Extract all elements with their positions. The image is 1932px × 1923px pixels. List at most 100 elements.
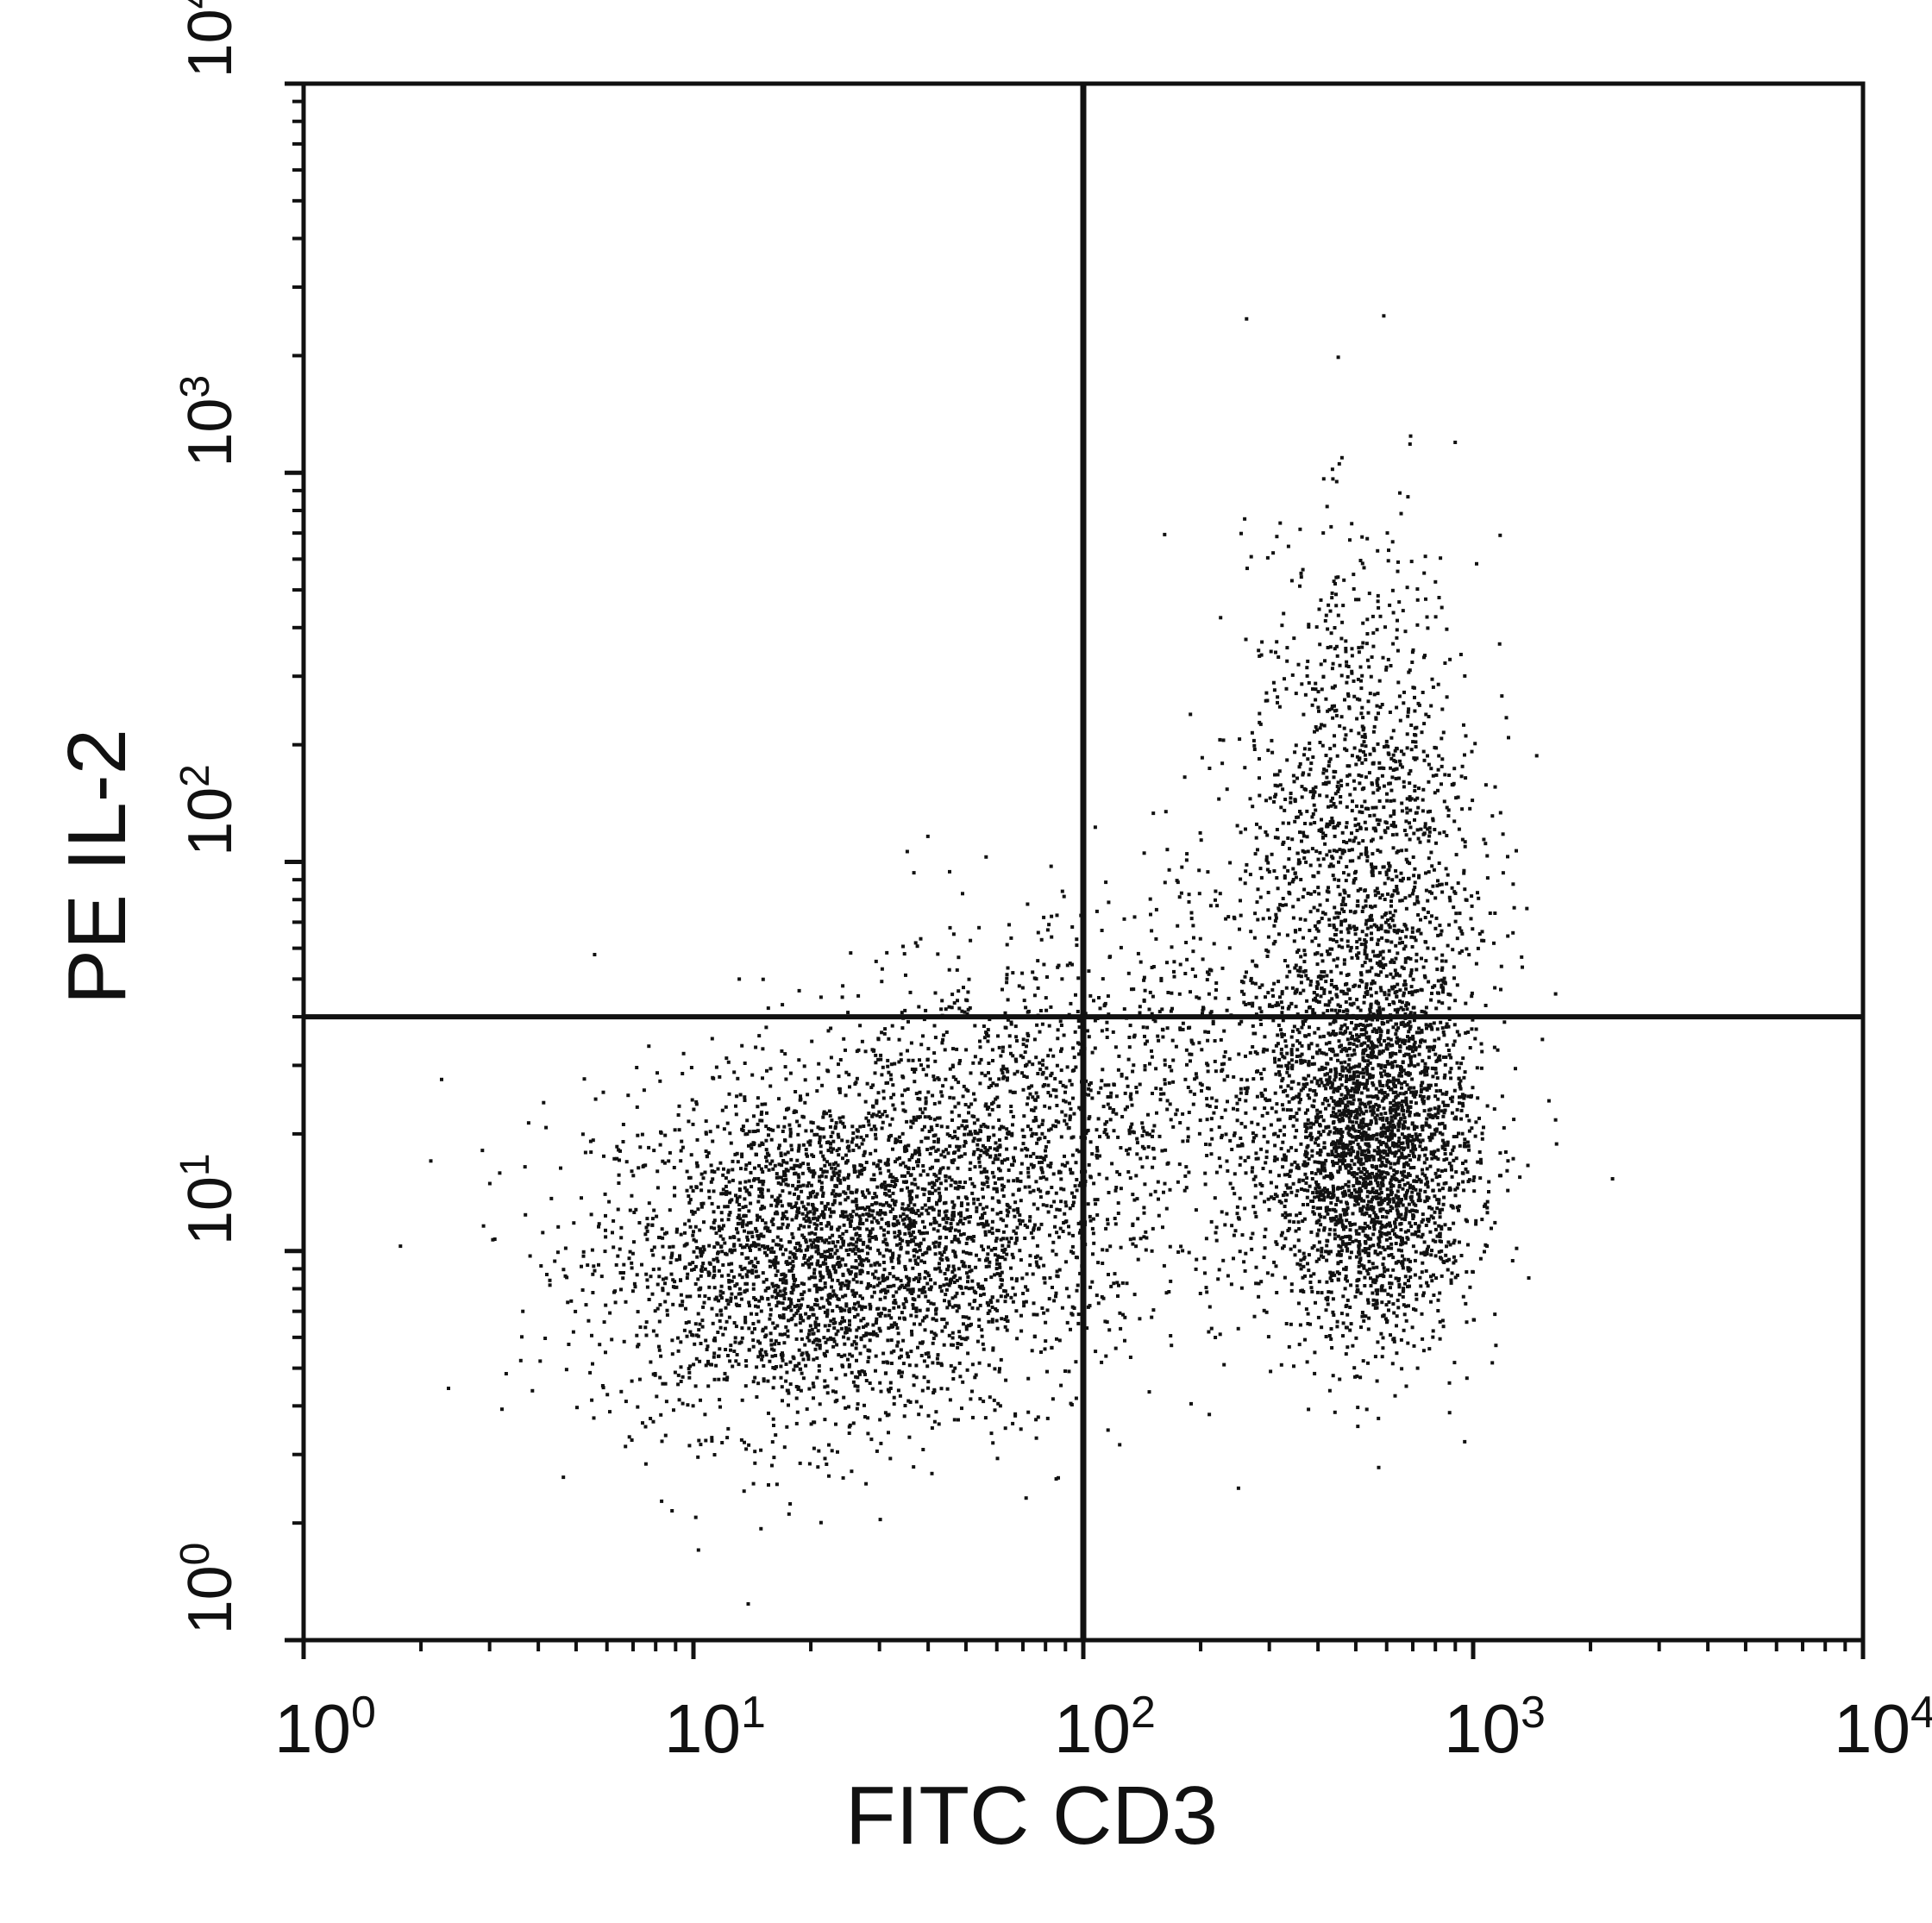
data-point <box>755 1395 759 1399</box>
data-point <box>715 1256 719 1261</box>
data-point <box>1116 1294 1120 1298</box>
data-point <box>847 1173 850 1177</box>
data-point <box>848 1319 851 1323</box>
data-point <box>1014 1231 1018 1236</box>
data-point <box>1471 1018 1475 1022</box>
data-point <box>829 1210 833 1214</box>
data-point <box>1077 1025 1082 1030</box>
data-point <box>922 1237 926 1242</box>
data-point <box>1092 999 1095 1003</box>
data-point <box>797 1124 801 1128</box>
data-point <box>783 1174 787 1178</box>
data-point <box>627 1435 631 1439</box>
data-point <box>1198 1118 1202 1123</box>
data-point <box>985 1205 989 1209</box>
data-point <box>948 1067 952 1071</box>
data-point <box>756 1339 761 1344</box>
data-point <box>1142 1129 1146 1133</box>
data-point <box>1021 1142 1026 1146</box>
data-point <box>948 869 951 874</box>
data-point <box>968 1005 972 1010</box>
data-point <box>1127 1045 1132 1049</box>
data-point <box>887 1203 891 1207</box>
data-point <box>878 1171 882 1175</box>
data-point <box>741 1245 744 1250</box>
data-point <box>687 1320 691 1325</box>
data-point <box>812 1210 817 1214</box>
data-point <box>782 1288 787 1293</box>
data-point <box>695 1246 699 1250</box>
data-point <box>675 1227 679 1231</box>
data-point <box>611 1231 614 1235</box>
data-point <box>1116 1212 1120 1215</box>
data-point <box>730 1262 734 1266</box>
data-point <box>724 1348 728 1351</box>
data-point <box>1050 1186 1054 1189</box>
data-point <box>844 1293 848 1298</box>
data-point <box>673 1370 677 1375</box>
data-point <box>608 1311 612 1315</box>
data-point <box>945 1125 950 1130</box>
data-point <box>775 1201 780 1206</box>
data-point <box>740 1336 744 1340</box>
data-point <box>784 1306 788 1311</box>
data-point <box>714 1363 718 1368</box>
data-point <box>812 1168 816 1173</box>
data-point <box>919 1063 923 1068</box>
data-point <box>1425 1117 1429 1121</box>
data-point <box>886 1160 890 1164</box>
data-point <box>761 1182 765 1187</box>
data-point <box>885 1200 888 1205</box>
data-point <box>917 1412 921 1417</box>
data-point <box>1150 1055 1154 1059</box>
data-point <box>752 1114 756 1118</box>
data-point <box>1069 1168 1072 1172</box>
data-point <box>1136 951 1140 955</box>
data-point <box>1410 1135 1414 1138</box>
data-point <box>855 1135 859 1139</box>
data-point <box>785 1370 789 1375</box>
data-point <box>919 936 923 941</box>
data-point <box>919 1354 924 1357</box>
data-point <box>750 1146 754 1150</box>
data-point <box>1383 1112 1388 1115</box>
data-point <box>787 1256 792 1260</box>
data-point <box>633 1285 637 1289</box>
data-point <box>819 1200 824 1205</box>
data-point <box>825 1169 829 1174</box>
data-point <box>781 1358 785 1362</box>
data-point <box>923 1203 927 1207</box>
data-point <box>1075 1288 1079 1293</box>
data-point <box>863 1099 868 1104</box>
data-point <box>987 1062 991 1065</box>
data-point <box>957 1062 962 1066</box>
data-point <box>955 1047 959 1051</box>
data-point <box>1015 1225 1019 1230</box>
data-point <box>707 1261 712 1265</box>
data-point <box>1396 1159 1401 1163</box>
data-point <box>891 1294 895 1298</box>
data-point <box>859 1319 863 1323</box>
data-point <box>726 1273 731 1277</box>
data-point <box>982 1400 986 1404</box>
data-point <box>1101 1068 1105 1072</box>
data-point <box>1343 1212 1347 1217</box>
data-point <box>942 1201 946 1206</box>
data-point <box>855 1049 859 1054</box>
data-point <box>900 1238 905 1243</box>
data-point <box>1009 1295 1013 1300</box>
data-point <box>925 1231 929 1235</box>
data-point <box>1402 1257 1407 1262</box>
data-point <box>1295 987 1299 992</box>
data-point <box>790 1291 794 1295</box>
data-point <box>1442 976 1446 980</box>
data-point <box>914 1092 919 1096</box>
data-point <box>709 1180 713 1184</box>
data-point <box>838 1306 843 1310</box>
data-point <box>909 1173 913 1177</box>
data-point <box>1332 1187 1335 1191</box>
data-point <box>737 1273 742 1277</box>
data-point <box>756 1218 760 1222</box>
data-point <box>798 1243 802 1248</box>
data-point <box>846 1253 850 1256</box>
